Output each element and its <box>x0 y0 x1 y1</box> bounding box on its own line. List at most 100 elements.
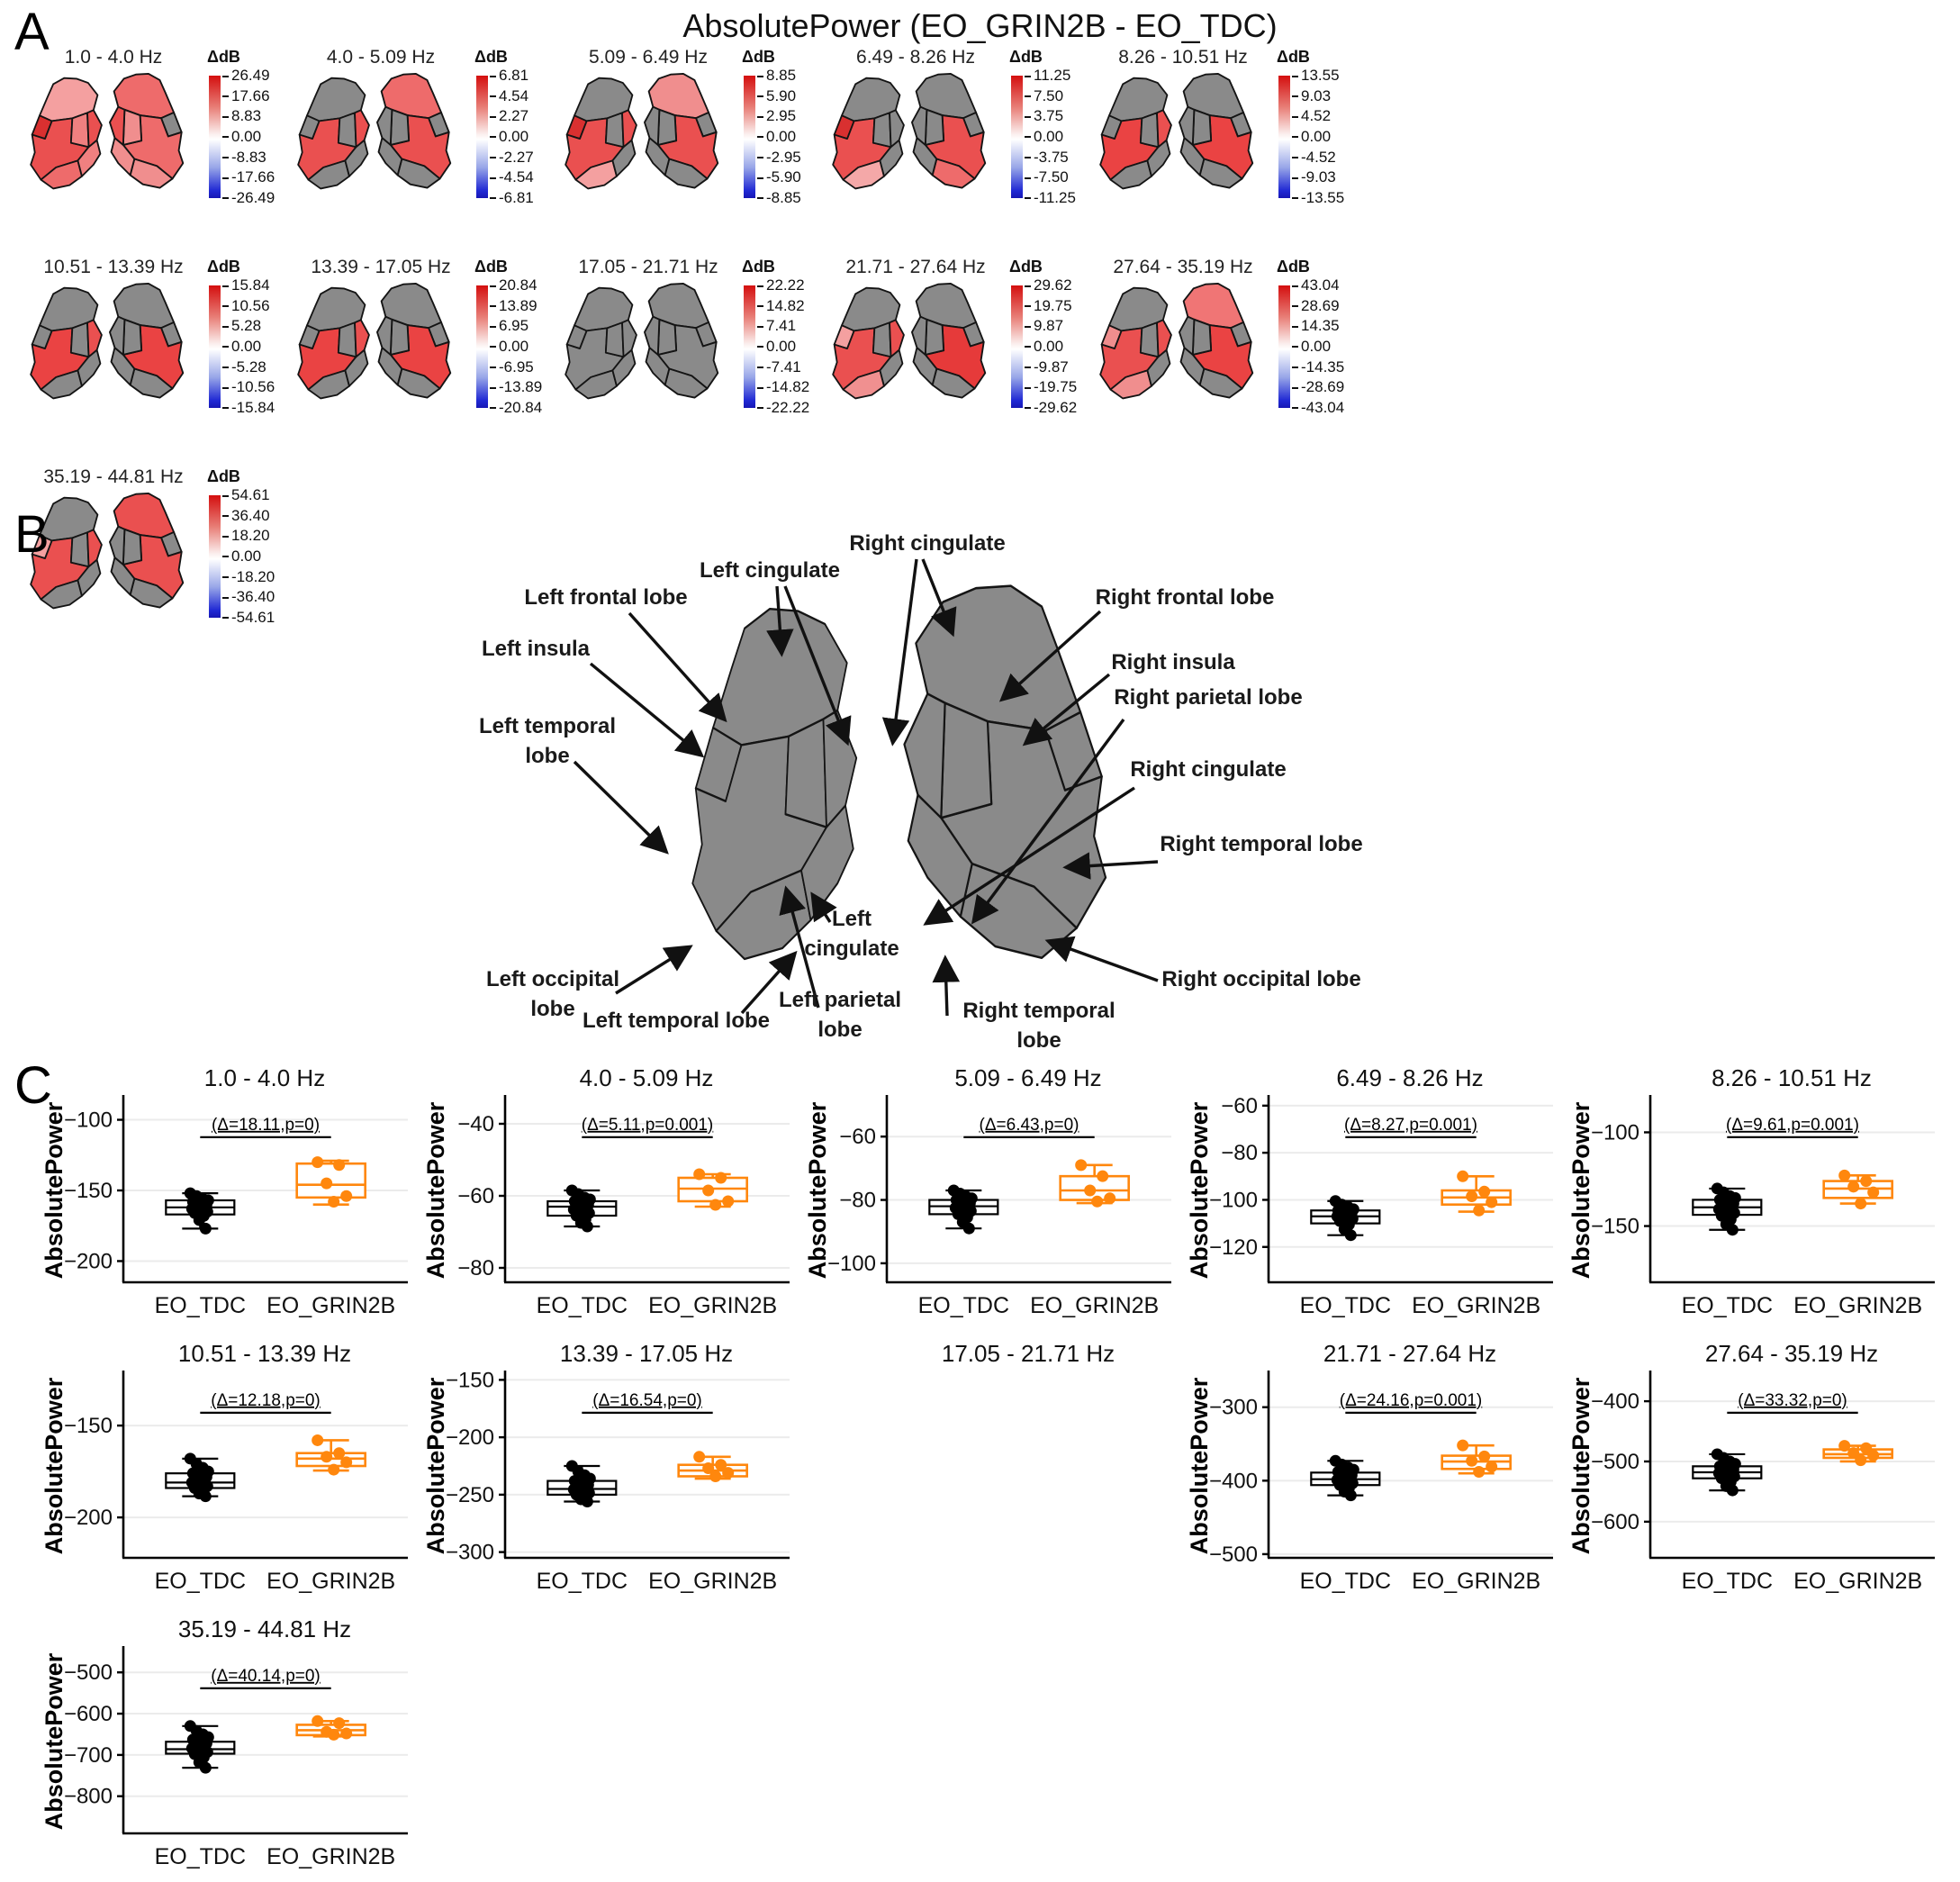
lobe-label-right-insula: Right insula <box>1111 650 1235 674</box>
x-category-tdc: EO_TDC <box>155 1569 246 1594</box>
colorbar-tick-label: 0.00 <box>222 338 275 355</box>
colorbar-tick-label: 8.83 <box>222 108 275 124</box>
brain-region-c <box>889 109 905 149</box>
data-point-EO_GRIN2B <box>333 1447 346 1460</box>
y-axis-label: AbsolutePower <box>422 1377 449 1554</box>
brain-region-c <box>354 109 370 149</box>
x-category-grin2b: EO_GRIN2B <box>1412 1569 1540 1594</box>
lobe-label-left-parietal-bottom: lobe <box>817 1018 862 1042</box>
y-tick-label: −300 <box>1209 1396 1258 1420</box>
brain-pair <box>297 283 452 400</box>
colorbar-ticks: 29.62 19.75 9.87 0.00 -9.87 -19.75 -29.62 <box>1025 277 1077 416</box>
y-axis-label: AbsolutePower <box>1186 1377 1213 1554</box>
band-title: 5.09 - 6.49 Hz <box>589 47 708 68</box>
colorbar-tick-label: 0.00 <box>1292 338 1344 355</box>
brain-region-c <box>354 319 370 358</box>
brain-region-p1 <box>69 321 90 358</box>
colorbar-unit-label: ΔdB <box>742 48 775 66</box>
y-tick-label: −500 <box>1591 1450 1639 1474</box>
delta-annotation: (Δ=6.43,p=0) <box>980 1116 1079 1135</box>
brain-region-p1 <box>122 108 143 146</box>
delta-annotation: (Δ=33.32,p=0) <box>1738 1391 1847 1410</box>
lobe-label-left-parietal-bottom: Left parietal <box>779 988 901 1012</box>
y-tick-label: −100 <box>64 1108 113 1133</box>
lobe-label-left-insula: Left insula <box>482 637 591 661</box>
brain-region-c <box>644 105 661 146</box>
brain-region-p1 <box>1139 321 1160 358</box>
brain-region-c <box>889 319 905 358</box>
annotation-arrow <box>766 585 794 657</box>
delta-annotation: (Δ=9.61,p=0.001) <box>1726 1116 1859 1135</box>
band-title: 21.71 - 27.64 Hz <box>845 257 986 277</box>
brain-pair <box>30 493 185 610</box>
brain-region-p1 <box>924 318 945 356</box>
lobe-label-right-temporal-side: Right temporal lobe <box>1160 832 1362 856</box>
x-category-tdc: EO_TDC <box>1300 1293 1391 1318</box>
lobe-label-left-cingulate-bottom: cingulate <box>804 936 899 961</box>
data-point-EO_GRIN2B <box>1097 1170 1109 1182</box>
colorbar-unit-label: ΔdB <box>1277 48 1310 66</box>
colorbar-tick-label: -2.95 <box>757 149 801 166</box>
x-category-tdc: EO_TDC <box>1682 1293 1773 1318</box>
plot-title: 27.64 - 35.19 Hz <box>1704 1340 1879 1367</box>
band-title: 10.51 - 13.39 Hz <box>43 257 184 277</box>
colorbar-tick-label: 0.00 <box>490 128 534 145</box>
frequency-band-map: 4.0 - 5.09 Hz ΔdB 6.81 4.54 2.27 0.00 -2.27 -4.… <box>294 47 557 252</box>
colorbar-tick-label: -10.56 <box>222 379 275 395</box>
colorbar-tick-label: 19.75 <box>1025 297 1077 314</box>
panel-b-label: B <box>14 505 50 564</box>
data-point-EO_GRIN2B <box>693 1451 706 1463</box>
annotation-arrow <box>921 558 957 638</box>
lobe-label-left-cingulate-top: Left cingulate <box>700 558 840 583</box>
x-category-tdc: EO_TDC <box>155 1293 246 1318</box>
lobe-label-right-cingulate-mid: Right cingulate <box>1130 757 1286 782</box>
colorbar <box>744 76 755 198</box>
colorbar-tick-label: -17.66 <box>222 169 275 185</box>
colorbar-tick-label: -14.35 <box>1292 358 1344 375</box>
colorbar-tick-label: -43.04 <box>1292 399 1344 416</box>
y-tick-label: −120 <box>1209 1235 1258 1260</box>
data-point-EO_GRIN2B <box>702 1462 715 1475</box>
data-point-EO_GRIN2B <box>1478 1185 1491 1198</box>
colorbar-tick-label: -4.52 <box>1292 149 1344 166</box>
y-tick-label: −150 <box>64 1414 113 1438</box>
plot-title: 8.26 - 10.51 Hz <box>1712 1064 1872 1091</box>
colorbar-unit-label: ΔdB <box>474 258 508 276</box>
data-point-EO_GRIN2B <box>702 1184 715 1197</box>
colorbar <box>209 495 221 618</box>
data-point-EO_GRIN2B <box>1855 1198 1867 1210</box>
data-point-EO_TDC <box>199 1761 212 1774</box>
frequency-band-map: 27.64 - 35.19 Hz ΔdB 43.04 28.69 14.35 0.00 -1… <box>1097 257 1359 462</box>
colorbar <box>476 76 488 198</box>
colorbar-tick-label: 2.27 <box>490 108 534 124</box>
annotation-arrow <box>932 955 961 1017</box>
frequency-band-map: 35.19 - 44.81 Hz ΔdB 54.61 36.40 18.20 0.00 -1… <box>27 466 290 672</box>
brain-region-c <box>109 525 126 566</box>
colorbar-tick-label: -18.20 <box>222 568 275 585</box>
colorbar-unit-label: ΔdB <box>207 258 240 276</box>
colorbar-unit-label: ΔdB <box>1009 258 1043 276</box>
y-axis-label: AbsolutePower <box>41 1101 68 1279</box>
boxplot-cell: 17.05 - 21.71 Hz <box>804 1340 1177 1612</box>
lobe-label-right-cingulate-top: Right cingulate <box>849 531 1005 556</box>
data-point-EO_GRIN2B <box>1466 1190 1478 1203</box>
delta-annotation: (Δ=5.11,p=0.001) <box>582 1116 714 1135</box>
data-point-EO_TDC <box>581 1496 593 1508</box>
colorbar-tick-label: 9.03 <box>1292 87 1344 104</box>
data-point-EO_TDC <box>199 1222 212 1235</box>
colorbar-tick-label: 0.00 <box>222 128 275 145</box>
brain-region-c <box>1179 105 1196 146</box>
brain-region-c <box>86 319 103 358</box>
data-point-EO_GRIN2B <box>1473 1204 1486 1217</box>
brain-region-p1 <box>784 718 827 828</box>
colorbar-unit-label: ΔdB <box>1009 48 1043 66</box>
boxplot-cell: 1.0 - 4.0 Hz −100 −150 −200 AbsolutePower (Δ=… <box>41 1064 413 1336</box>
data-point-EO_GRIN2B <box>1860 1442 1873 1454</box>
brain-region-p1 <box>337 321 357 358</box>
plot-title: 6.49 - 8.26 Hz <box>1336 1064 1484 1091</box>
plot-title: 10.51 - 13.39 Hz <box>177 1340 352 1367</box>
